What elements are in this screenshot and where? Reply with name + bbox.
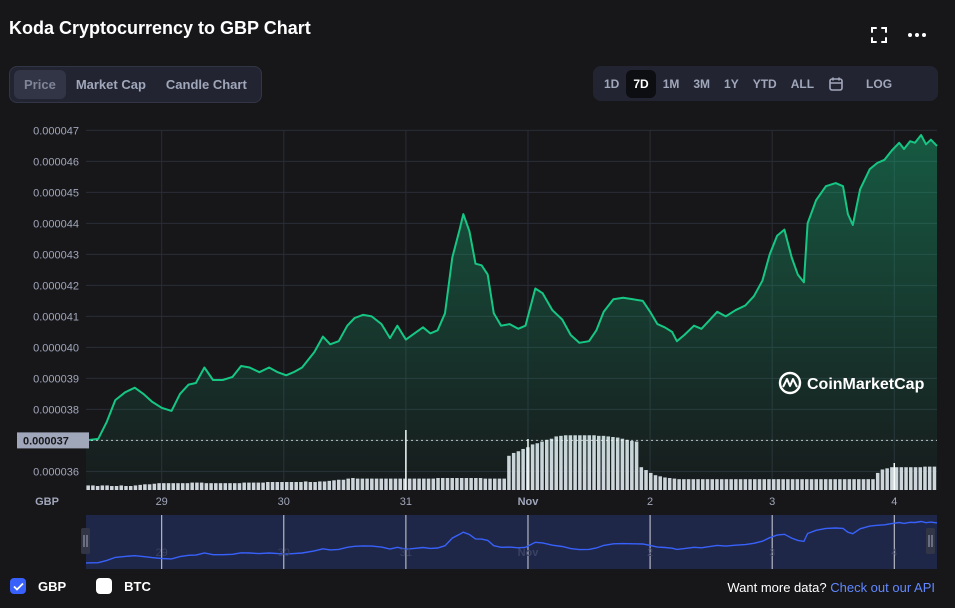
y-tick-label: 0.000038 (33, 404, 79, 416)
tab-1m[interactable]: 1M (662, 76, 680, 91)
price-line (85, 134, 938, 442)
navigator-right-handle[interactable] (926, 528, 935, 554)
currency-axis-label: GBP (35, 496, 59, 508)
y-tick-label: 0.000040 (33, 342, 79, 354)
price-area (86, 135, 937, 490)
y-tick-label: 0.000039 (33, 373, 79, 385)
fullscreen-icon[interactable] (868, 24, 890, 46)
btc-label: BTC (124, 578, 151, 594)
start-price-badge: 0.000037 (17, 432, 89, 449)
tab-3m[interactable]: 3M (693, 76, 711, 91)
watermark-text: CoinMarketCap (807, 376, 925, 393)
x-tick-label: 29 (156, 496, 168, 508)
y-tick-label: 0.000047 (33, 125, 79, 137)
tab-market-cap[interactable]: Market Cap (75, 77, 146, 92)
chart-title: Koda Cryptocurrency to GBP Chart (9, 18, 311, 38)
y-tick-label: 0.000042 (33, 280, 79, 292)
navigator-tick-label: 29 (156, 547, 168, 559)
navigator-line (85, 520, 938, 564)
x-tick-label: 31 (400, 496, 412, 508)
check-icon (12, 582, 24, 591)
y-tick-label: 0.000045 (33, 187, 79, 199)
tab-1d[interactable]: 1D (604, 76, 620, 91)
x-tick-label: Nov (518, 496, 540, 508)
api-prompt-text: Want more data? (727, 580, 827, 595)
chart-type-tabs: Price Market Cap Candle Chart (9, 66, 262, 103)
y-tick-label: 0.000043 (33, 249, 79, 261)
calendar-icon[interactable] (821, 70, 851, 98)
tab-all[interactable]: ALL (790, 76, 815, 91)
tab-7d[interactable]: 7D (626, 69, 656, 98)
more-icon[interactable] (906, 24, 928, 46)
y-tick-label: 0.000041 (33, 311, 79, 323)
y-tick-label: 0.000044 (33, 218, 79, 230)
price-chart[interactable]: 0.000047 0.000046 0.000045 0.000044 0.000043… (0, 110, 955, 575)
x-tick-label: 4 (891, 496, 897, 508)
navigator-tick-label: 30 (278, 547, 290, 559)
navigator-tick-label: 2 (647, 547, 653, 559)
gbp-label: GBP (38, 578, 67, 594)
range-navigator[interactable]: 29 30 31 Nov 2 3 4 (81, 515, 938, 569)
x-tick-label: 30 (278, 496, 290, 508)
log-toggle[interactable]: LOG (866, 76, 893, 91)
tab-ytd[interactable]: YTD (752, 76, 777, 91)
navigator-tick-label: Nov (518, 547, 540, 559)
x-tick-label: 3 (769, 496, 775, 508)
btc-checkbox[interactable] (96, 578, 113, 594)
api-link[interactable]: Check out our API (830, 580, 935, 595)
y-tick-label: 0.000036 (33, 466, 79, 478)
start-price-label: 0.000037 (23, 435, 69, 447)
api-promo: Want more data? Check out our API (727, 580, 935, 595)
watermark: CoinMarketCap (778, 371, 925, 395)
y-tick-label: 0.000046 (33, 156, 79, 168)
time-range-tabs: 1D 7D 1M 3M 1Y YTD ALL LOG (593, 66, 938, 101)
coinmarketcap-logo-icon (778, 371, 802, 395)
tab-1y[interactable]: 1Y (724, 76, 739, 91)
navigator-tick-label: 3 (769, 547, 775, 559)
currency-toggles: GBP BTC (10, 578, 151, 594)
tab-price[interactable]: Price (14, 70, 66, 99)
tab-candle-chart[interactable]: Candle Chart (165, 77, 247, 92)
x-tick-label: 2 (647, 496, 653, 508)
navigator-tick-label: 4 (891, 547, 897, 559)
navigator-tick-label: 31 (400, 547, 412, 559)
navigator-left-handle[interactable] (81, 528, 90, 554)
gbp-checkbox[interactable] (10, 578, 26, 594)
